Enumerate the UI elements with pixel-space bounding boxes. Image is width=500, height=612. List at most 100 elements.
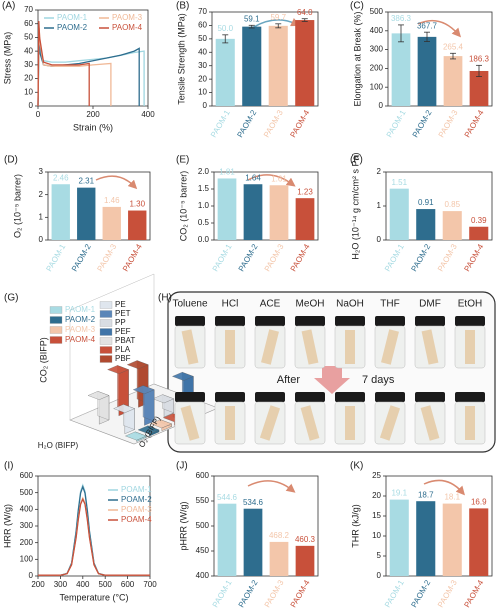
solvent-label: NaOH — [336, 299, 364, 310]
y-tick-label: 300 — [370, 45, 384, 54]
legend-label: PAOM-3 — [65, 325, 96, 334]
film-strip — [465, 406, 475, 440]
panel-label: (J) — [176, 461, 188, 472]
x-tick-label: PAOM-2 — [235, 108, 258, 139]
y-tick-label: 20 — [372, 491, 381, 500]
y-tick-label: 50 — [24, 33, 33, 42]
legend-label: POAM-2 — [121, 495, 152, 504]
legend-label: PAOM-1 — [65, 305, 96, 314]
panel-label: (B) — [176, 1, 189, 12]
bar-top — [152, 394, 175, 404]
legend-label: PP — [115, 318, 126, 327]
x-tick-label: PAOM-1 — [383, 578, 406, 609]
vial-cap — [415, 316, 445, 326]
arrow — [247, 480, 296, 493]
y-tick-label: 10 — [372, 531, 381, 540]
film-strip — [261, 329, 279, 365]
x-tick-label: PAOM-3 — [95, 242, 118, 273]
bar-top — [150, 419, 173, 429]
value-label: 468.2 — [269, 531, 290, 540]
legend-label: PBF — [115, 354, 131, 363]
x-tick-label: PAOM-4 — [462, 242, 485, 273]
x-tick-label: PAOM-3 — [263, 578, 286, 609]
vial-cap — [175, 316, 205, 326]
film-strip — [225, 406, 235, 440]
bar — [77, 187, 96, 240]
legend-label: PBAT — [115, 336, 135, 345]
y-tick-label: 0.5 — [198, 218, 210, 227]
y-tick-label: 60 — [198, 21, 207, 30]
bar — [102, 206, 121, 240]
vial-cap — [295, 316, 325, 326]
x-tick-label: PAOM-1 — [211, 242, 234, 273]
value-label: 386.3 — [391, 14, 412, 23]
bar-3d — [150, 419, 173, 432]
film-strip — [225, 330, 235, 364]
value-label: 1.61 — [271, 174, 287, 183]
x-tick-label: PAOM-4 — [462, 578, 485, 609]
arrow — [251, 18, 301, 29]
film-strip — [181, 329, 199, 365]
bar — [295, 20, 315, 106]
bar — [295, 198, 315, 240]
y-tick-label: 60 — [24, 19, 33, 28]
vial-cap — [215, 316, 245, 326]
bar-3d — [113, 404, 136, 435]
y-axis-label: CO₂ (10⁻⁵ barrer) — [178, 171, 188, 242]
x-tick-label: PAOM-3 — [436, 242, 459, 273]
bar — [442, 503, 462, 576]
panel-label: (H) — [158, 293, 172, 304]
vial-cap — [335, 316, 365, 326]
y-tick-label: 15 — [372, 511, 381, 520]
panel-label: (I) — [4, 461, 13, 472]
x-tick-label: PAOM-1 — [385, 108, 408, 139]
arrow — [314, 366, 350, 394]
y-tick-label: 30 — [24, 60, 33, 69]
legend-swatch — [99, 337, 113, 345]
bar-3d — [152, 394, 175, 418]
arrow — [95, 175, 138, 190]
y-tick-label: 5 — [377, 551, 382, 560]
solvent-label: EtOH — [458, 299, 482, 310]
value-label: 1.51 — [391, 178, 407, 187]
x-tick-label: PAOM-3 — [437, 108, 460, 139]
bar-3d — [137, 425, 160, 437]
bar-top — [107, 365, 130, 374]
vial-cap — [295, 392, 325, 402]
trend-arrows — [95, 18, 465, 496]
y-tick-label: 25 — [372, 471, 381, 480]
x-tick-label: PAOM-2 — [409, 578, 432, 609]
film-strip — [259, 405, 281, 441]
bar — [268, 25, 288, 106]
arrow-text: 7 days — [362, 374, 395, 386]
x-tick-label: PAOM-2 — [70, 242, 93, 273]
y-tick-label: 100 — [20, 554, 34, 563]
bar — [391, 33, 411, 107]
bar — [443, 56, 463, 106]
y-tick-label: 400 — [20, 504, 34, 513]
y-tick-label: 300 — [20, 521, 34, 530]
y-axis-label: HRR (W/g) — [2, 504, 12, 548]
x-tick-label: 0 — [36, 110, 41, 119]
bar-3d — [124, 431, 147, 442]
x-tick-label: 400 — [76, 580, 90, 589]
x-axis-label: Strain (%) — [73, 122, 113, 132]
solvent-label: MeOH — [296, 299, 325, 310]
legend-label: PAOM-2 — [65, 315, 96, 324]
bar-top — [87, 391, 110, 400]
legend-swatch — [99, 301, 113, 309]
x-tick-label: PAOM-3 — [263, 242, 286, 273]
bar-3d — [132, 385, 155, 426]
x-tick-label: PAOM-1 — [211, 578, 234, 609]
bar — [389, 499, 409, 576]
vial-cap — [255, 316, 285, 326]
film-strip — [300, 405, 320, 441]
value-label: 1.30 — [129, 200, 145, 209]
legend-swatch — [99, 346, 113, 354]
bar-top — [113, 404, 136, 413]
film-strip — [345, 406, 355, 440]
film-strip — [180, 405, 200, 441]
arrow — [423, 479, 465, 496]
y-tick-label: 0.0 — [198, 235, 210, 244]
